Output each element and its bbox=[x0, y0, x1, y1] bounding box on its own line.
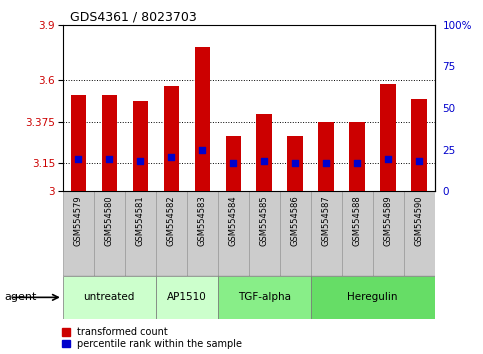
Bar bbox=[280, 191, 311, 276]
Bar bbox=[101, 95, 117, 191]
Bar bbox=[125, 191, 156, 276]
Text: Heregulin: Heregulin bbox=[347, 292, 398, 302]
Bar bbox=[63, 276, 156, 319]
Bar bbox=[350, 122, 365, 191]
Point bbox=[136, 158, 144, 164]
Point bbox=[229, 161, 237, 166]
Bar bbox=[318, 122, 334, 191]
Point bbox=[384, 156, 392, 162]
Bar bbox=[311, 191, 342, 276]
Bar bbox=[187, 191, 218, 276]
Bar bbox=[249, 191, 280, 276]
Bar bbox=[381, 84, 396, 191]
Text: GSM554587: GSM554587 bbox=[322, 195, 331, 246]
Text: GSM554586: GSM554586 bbox=[291, 195, 300, 246]
Bar bbox=[256, 114, 272, 191]
Text: GSM554585: GSM554585 bbox=[260, 195, 269, 246]
Bar bbox=[226, 136, 241, 191]
Bar bbox=[373, 191, 404, 276]
Bar bbox=[412, 99, 427, 191]
Text: GDS4361 / 8023703: GDS4361 / 8023703 bbox=[70, 11, 197, 24]
Text: AP1510: AP1510 bbox=[167, 292, 207, 302]
Bar bbox=[195, 47, 210, 191]
Bar bbox=[132, 101, 148, 191]
Legend: transformed count, percentile rank within the sample: transformed count, percentile rank withi… bbox=[62, 327, 242, 349]
Point bbox=[105, 156, 113, 162]
Text: agent: agent bbox=[5, 292, 37, 302]
Point bbox=[322, 160, 330, 165]
Text: GSM554581: GSM554581 bbox=[136, 195, 145, 246]
Bar bbox=[218, 276, 311, 319]
Bar bbox=[63, 191, 94, 276]
Point bbox=[74, 156, 82, 162]
Bar bbox=[342, 191, 373, 276]
Point bbox=[415, 158, 423, 164]
Point bbox=[199, 148, 206, 153]
Point bbox=[291, 161, 299, 166]
Text: GSM554589: GSM554589 bbox=[384, 195, 393, 246]
Bar bbox=[287, 136, 303, 191]
Text: GSM554579: GSM554579 bbox=[74, 195, 83, 246]
Text: GSM554588: GSM554588 bbox=[353, 195, 362, 246]
Bar bbox=[94, 191, 125, 276]
Text: GSM554584: GSM554584 bbox=[229, 195, 238, 246]
Text: GSM554583: GSM554583 bbox=[198, 195, 207, 246]
Bar bbox=[404, 191, 435, 276]
Bar bbox=[218, 191, 249, 276]
Bar bbox=[311, 276, 435, 319]
Point bbox=[354, 160, 361, 165]
Text: GSM554590: GSM554590 bbox=[415, 195, 424, 246]
Text: GSM554580: GSM554580 bbox=[105, 195, 114, 246]
Text: GSM554582: GSM554582 bbox=[167, 195, 176, 246]
Bar bbox=[156, 276, 218, 319]
Bar bbox=[164, 86, 179, 191]
Bar bbox=[71, 95, 86, 191]
Bar bbox=[156, 191, 187, 276]
Point bbox=[168, 154, 175, 160]
Text: untreated: untreated bbox=[84, 292, 135, 302]
Point bbox=[260, 158, 268, 164]
Text: TGF-alpha: TGF-alpha bbox=[238, 292, 291, 302]
